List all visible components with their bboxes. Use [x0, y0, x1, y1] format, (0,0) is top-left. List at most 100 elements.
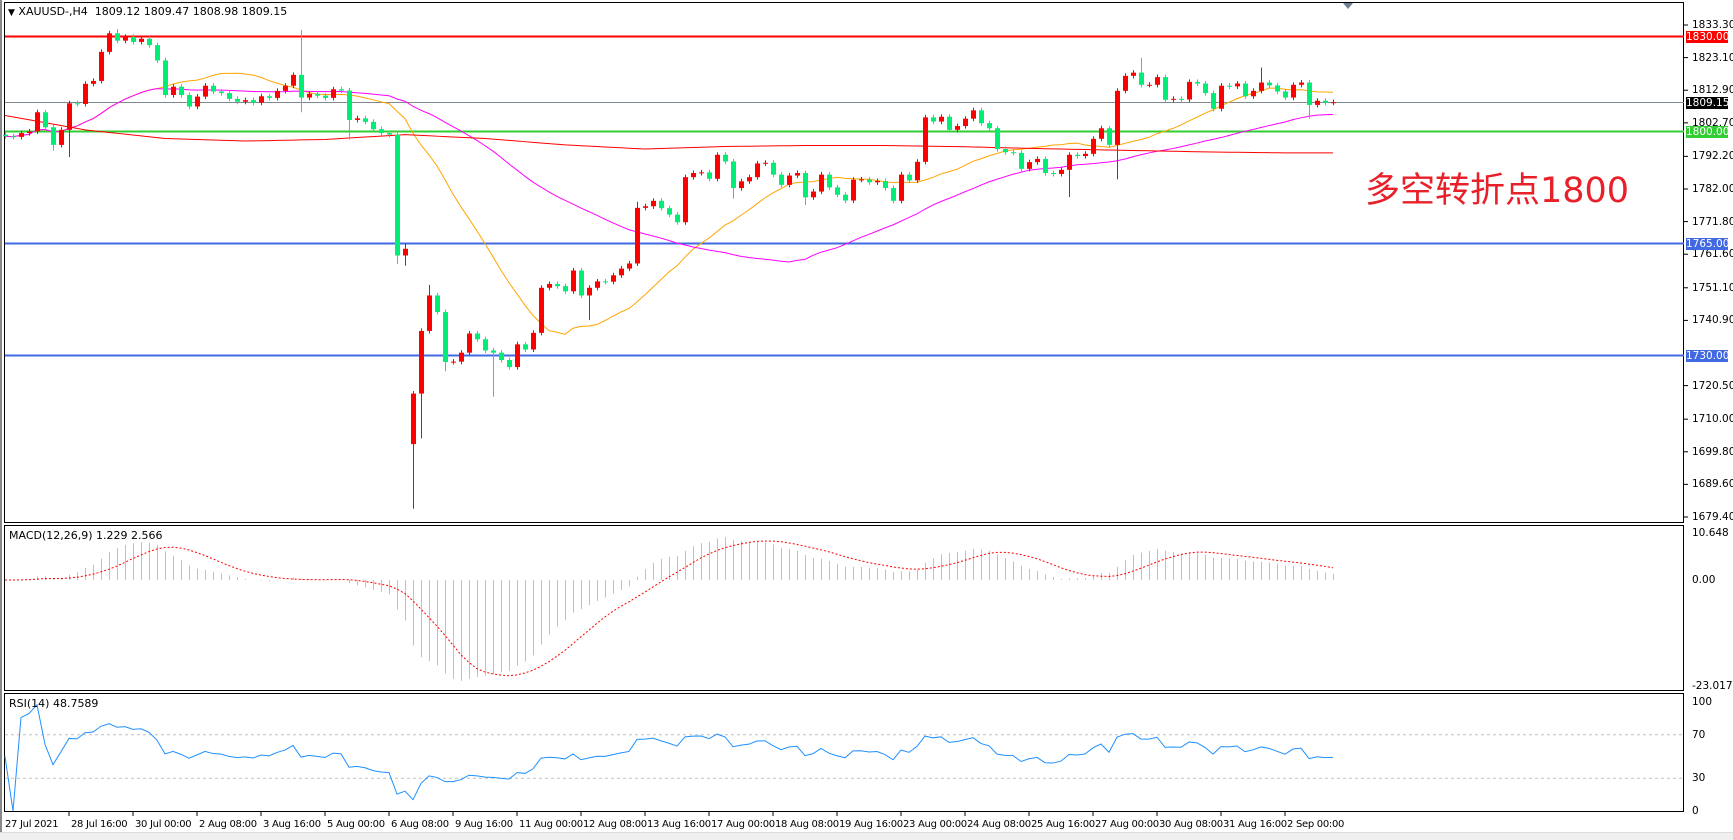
macd-pane-frame	[4, 525, 1684, 691]
candle-body	[931, 117, 936, 122]
candle-body	[187, 95, 192, 107]
candle-body	[1139, 72, 1144, 85]
time-axis-label: 27 Jul 2021	[5, 819, 59, 830]
candle-body	[1051, 173, 1056, 175]
candle-body	[835, 187, 840, 195]
candle-body	[355, 118, 360, 120]
candle-body	[299, 74, 304, 98]
candle-body	[1267, 82, 1272, 86]
candle-body	[763, 162, 768, 164]
price-axis-label: 1812.90	[1692, 84, 1733, 97]
candle-body	[1179, 98, 1184, 100]
candle-body	[91, 80, 96, 84]
candle-body	[171, 86, 176, 96]
candle-body	[419, 330, 424, 394]
candle-body	[507, 360, 512, 368]
time-axis-label: 27 Aug 00:00	[1095, 819, 1159, 830]
candle-body	[811, 191, 816, 198]
candle-body	[443, 312, 448, 362]
candle-body	[1171, 98, 1176, 100]
candle-body	[1115, 90, 1120, 145]
candle-body	[1019, 152, 1024, 169]
price-axis-label: 1679.40	[1692, 511, 1733, 523]
macd-title: MACD(12,26,9) 1.229 2.566	[9, 529, 163, 542]
candle-body	[491, 350, 496, 353]
candle-body	[1075, 154, 1080, 157]
candle-body	[259, 96, 264, 103]
time-axis-label: 17 Aug 00:00	[711, 819, 775, 830]
price-axis-label: 1823.10	[1692, 51, 1733, 64]
candle-body	[1131, 72, 1136, 76]
dropdown-triangle-icon[interactable]: ▼	[8, 8, 15, 18]
candle-body	[459, 352, 464, 362]
candle-body	[755, 163, 760, 178]
candle-body	[515, 344, 520, 368]
candle-body	[11, 136, 16, 138]
candle-body	[539, 287, 544, 333]
candle-body	[875, 181, 880, 183]
candle-body	[1195, 81, 1200, 84]
candle-body	[203, 85, 208, 97]
candle-body	[803, 173, 808, 198]
candle-body	[1083, 153, 1088, 157]
level-price-tag: 1830.00	[1686, 30, 1730, 43]
candle-body	[827, 174, 832, 188]
candle-body	[563, 286, 568, 292]
candle-body	[779, 174, 784, 185]
candle-body	[435, 295, 440, 313]
candle-body	[1099, 128, 1104, 139]
candle-body	[659, 200, 664, 209]
candle-body	[235, 98, 240, 102]
chart-shift-marker-icon[interactable]	[1343, 3, 1353, 9]
candle-body	[723, 154, 728, 162]
price-axis-label: 1782.00	[1692, 183, 1733, 195]
price-axis-label: 1751.10	[1692, 281, 1733, 294]
time-axis-label: 30 Jul 00:00	[135, 819, 192, 830]
candle-body	[219, 91, 224, 94]
candle-body	[35, 112, 40, 132]
candle-body	[1123, 75, 1128, 91]
candle-body	[691, 173, 696, 178]
time-axis-label: 28 Jul 16:00	[71, 819, 128, 830]
candle-body	[1147, 84, 1152, 86]
candle-body	[1283, 91, 1288, 98]
time-axis-label: 3 Aug 16:00	[263, 819, 321, 830]
candle-body	[347, 90, 352, 120]
candle-body	[1211, 93, 1216, 109]
time-axis-label: 25 Aug 16:00	[1031, 819, 1095, 830]
candle-body	[1091, 138, 1096, 154]
symbol-label: XAUUSD-,H4	[18, 5, 88, 18]
candle-body	[795, 173, 800, 176]
candle-body	[59, 129, 64, 145]
macd-axis-label: 0.00	[1692, 573, 1716, 586]
main-pane-frame	[4, 2, 1684, 523]
candle-body	[1219, 85, 1224, 109]
candle-body	[747, 177, 752, 182]
time-axis-label: 23 Aug 00:00	[903, 819, 967, 830]
candle-body	[1067, 154, 1072, 170]
candle-body	[363, 118, 368, 122]
candle-body	[1107, 128, 1112, 145]
candle-body	[699, 172, 704, 174]
candle-body	[555, 283, 560, 287]
candle-body	[1035, 158, 1040, 163]
price-axis-label: 1699.80	[1692, 445, 1733, 458]
candle-body	[1331, 102, 1336, 104]
candle-body	[579, 270, 584, 296]
candle-body	[195, 96, 200, 107]
candle-body	[867, 179, 872, 183]
candle-body	[147, 38, 152, 46]
candle-body	[683, 177, 688, 223]
candle-body	[907, 174, 912, 181]
candle-body	[323, 95, 328, 98]
candle-body	[1003, 149, 1008, 153]
candle-body	[843, 194, 848, 201]
candle-body	[291, 74, 296, 86]
candle-body	[1043, 158, 1048, 174]
level-price-tag: 1809.15	[1686, 96, 1730, 109]
candle-body	[475, 333, 480, 340]
candle-body	[107, 33, 112, 52]
candle-body	[1259, 82, 1264, 91]
candle-body	[67, 103, 72, 130]
price-axis-label: 1833.30	[1692, 19, 1733, 31]
